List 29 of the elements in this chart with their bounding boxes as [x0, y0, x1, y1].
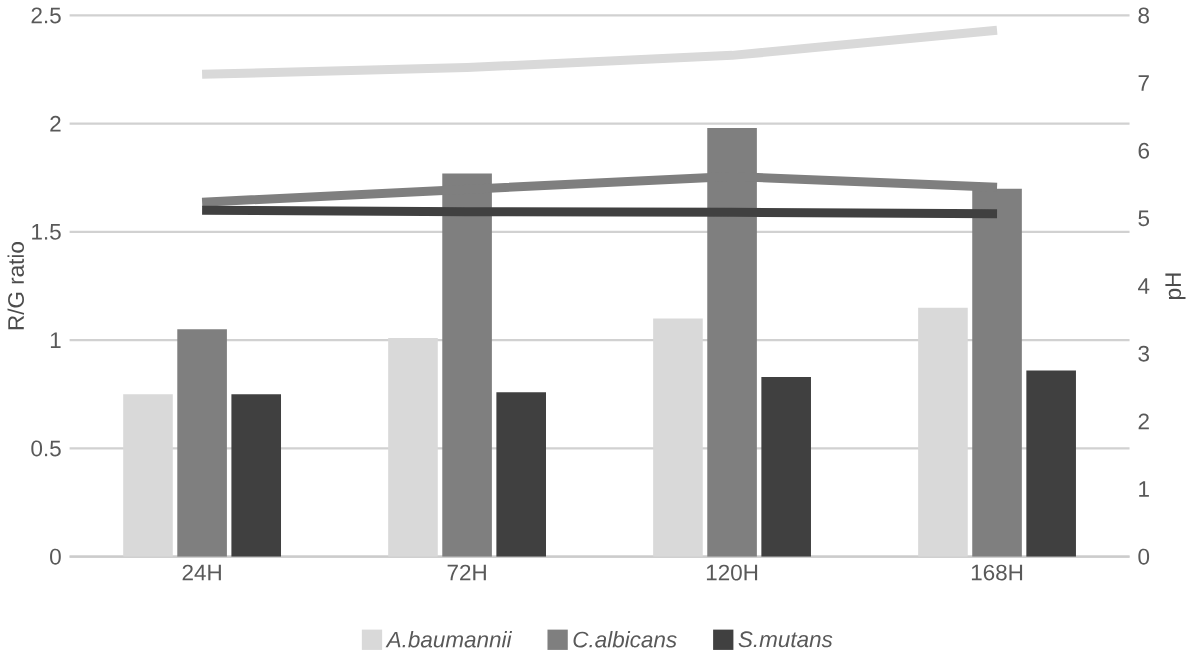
y2-tick-label: 4	[1138, 278, 1150, 294]
y2-tick-label: 3	[1138, 345, 1149, 362]
y2-tick-label: 7	[1138, 75, 1149, 91]
y-tick-label: 0.5	[31, 440, 61, 457]
bar	[231, 394, 282, 557]
y-tick-label: 1	[50, 332, 61, 349]
y-axis-title: R/G ratio	[7, 242, 24, 330]
y2-tick-label: 8	[1138, 7, 1149, 24]
x-tick-label: 168H	[971, 564, 1023, 581]
y2-axis-title: pH	[1165, 273, 1186, 300]
y-tick-label: 1.5	[32, 224, 61, 240]
bar	[1026, 370, 1076, 557]
y-tick-label: 2.5	[31, 7, 61, 24]
x-tick-label: 72H	[447, 564, 486, 581]
bar	[496, 392, 546, 557]
bar	[761, 377, 811, 557]
y2-tick-label: 6	[1138, 142, 1149, 159]
legend-label: A.baumannii	[385, 631, 513, 648]
y2-tick-label: 0	[1138, 548, 1150, 565]
y2-tick-label: 5	[1138, 210, 1150, 227]
y2-tick-label: 1	[1139, 481, 1149, 497]
legend-label: C.albicans	[573, 631, 677, 648]
legend-label: S.mutans	[738, 631, 833, 648]
y2-tick-label: 2	[1138, 413, 1149, 430]
x-tick-label: 24H	[182, 564, 221, 581]
bar	[177, 329, 227, 557]
y-tick-label: 0	[50, 548, 61, 565]
y-tick-label: 2	[50, 115, 61, 132]
x-tick-label: 120H	[706, 564, 758, 581]
